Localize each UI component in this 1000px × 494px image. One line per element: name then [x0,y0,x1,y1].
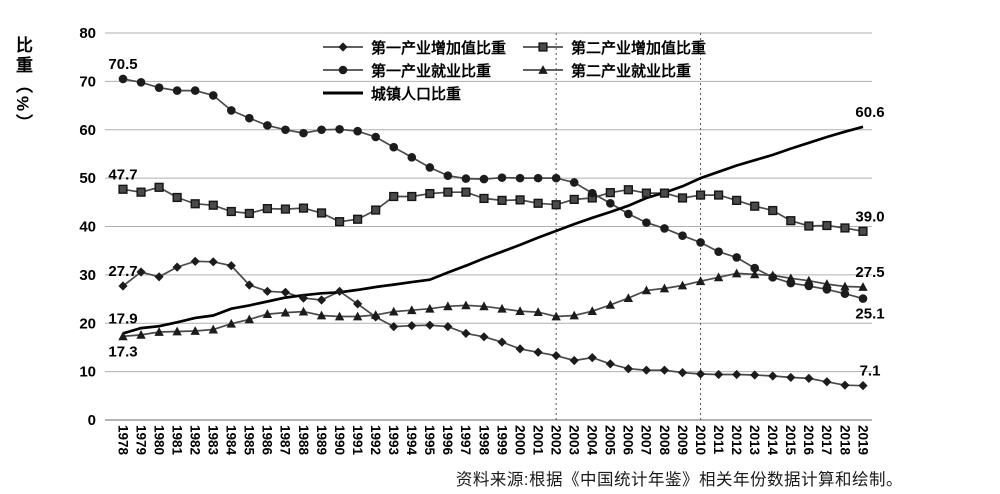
svg-text:39.0: 39.0 [855,208,884,225]
legend-item-secondary-value-added: 第二产业增加值比重 [522,37,706,57]
legend-label: 第二产业就业比重 [571,62,692,80]
svg-text:1986: 1986 [260,425,275,456]
svg-text:30: 30 [79,267,96,284]
svg-text:50: 50 [79,170,96,187]
svg-text:70: 70 [79,73,96,90]
svg-text:1992: 1992 [368,425,383,455]
svg-text:47.7: 47.7 [108,166,137,183]
legend-label: 城镇人口比重 [371,85,462,103]
legend-label: 第一产业就业比重 [371,62,492,80]
svg-text:2002: 2002 [548,425,563,455]
svg-text:1997: 1997 [458,425,473,455]
svg-text:1996: 1996 [440,425,455,456]
svg-text:1998: 1998 [476,425,491,456]
svg-text:40: 40 [79,219,96,236]
svg-text:1987: 1987 [278,425,293,455]
triangle-series-icon [523,65,563,74]
svg-text:1994: 1994 [404,425,419,456]
svg-text:2011: 2011 [711,425,726,455]
diamond-series-icon [323,42,363,52]
legend: 第一产业增加值比重 第二产业增加值比重 第一产业就业比重 第二产业就业比重 城镇… [322,37,706,103]
svg-text:2010: 2010 [693,425,708,455]
svg-text:1981: 1981 [169,425,184,456]
svg-text:2001: 2001 [530,425,545,456]
svg-text:1984: 1984 [224,425,239,456]
svg-text:2014: 2014 [765,425,780,456]
legend-item-urban-population: 城镇人口比重 [322,83,522,103]
svg-text:2017: 2017 [819,425,834,455]
svg-text:27.7: 27.7 [108,263,137,280]
svg-text:1991: 1991 [350,425,365,456]
legend-item-primary-employment: 第一产业就业比重 [322,60,522,80]
svg-text:2007: 2007 [639,425,654,455]
y-axis-title: 比重（%） [13,36,32,135]
svg-text:2013: 2013 [747,425,762,456]
source-note: 资料来源:根据《中国统计年鉴》相关年份数据计算和绘制。 [455,471,903,489]
svg-text:0: 0 [88,412,96,429]
svg-text:7.1: 7.1 [860,363,881,380]
svg-text:1980: 1980 [151,425,166,455]
svg-text:1989: 1989 [314,425,329,455]
svg-text:2003: 2003 [567,425,582,456]
svg-text:1983: 1983 [206,425,221,456]
svg-text:1979: 1979 [133,425,148,455]
legend-label: 第二产业增加值比重 [571,39,707,57]
svg-text:2018: 2018 [837,425,852,456]
svg-text:25.1: 25.1 [855,306,884,323]
svg-text:17.3: 17.3 [108,343,137,360]
circle-series-icon [323,65,363,75]
svg-text:2006: 2006 [621,425,636,456]
square-series-icon [523,42,563,52]
svg-text:10: 10 [79,364,96,381]
svg-text:1988: 1988 [296,425,311,456]
svg-text:1993: 1993 [386,425,401,456]
svg-text:20: 20 [79,315,96,332]
svg-text:60.6: 60.6 [855,104,884,121]
svg-text:1978: 1978 [115,425,130,456]
svg-text:2005: 2005 [603,425,618,456]
svg-text:80: 80 [79,25,96,42]
legend-item-secondary-employment: 第二产业就业比重 [522,60,706,80]
svg-text:70.5: 70.5 [108,56,137,73]
svg-text:2000: 2000 [512,425,527,455]
svg-text:17.9: 17.9 [108,310,137,327]
svg-text:1985: 1985 [242,425,257,456]
svg-text:2015: 2015 [783,425,798,456]
svg-text:1990: 1990 [332,425,347,455]
svg-text:2004: 2004 [585,425,600,456]
svg-text:27.5: 27.5 [855,264,884,281]
svg-text:2008: 2008 [657,425,672,456]
svg-text:2012: 2012 [729,425,744,455]
svg-text:1982: 1982 [187,425,202,455]
svg-text:1995: 1995 [422,425,437,456]
legend-label: 第一产业增加值比重 [371,39,507,57]
svg-text:2009: 2009 [675,425,690,455]
svg-text:2016: 2016 [801,425,816,456]
svg-text:60: 60 [79,122,96,139]
svg-text:2019: 2019 [855,425,870,455]
bold-line-series-icon [323,91,363,95]
legend-item-primary-value-added: 第一产业增加值比重 [322,37,522,57]
svg-text:1999: 1999 [494,425,509,455]
